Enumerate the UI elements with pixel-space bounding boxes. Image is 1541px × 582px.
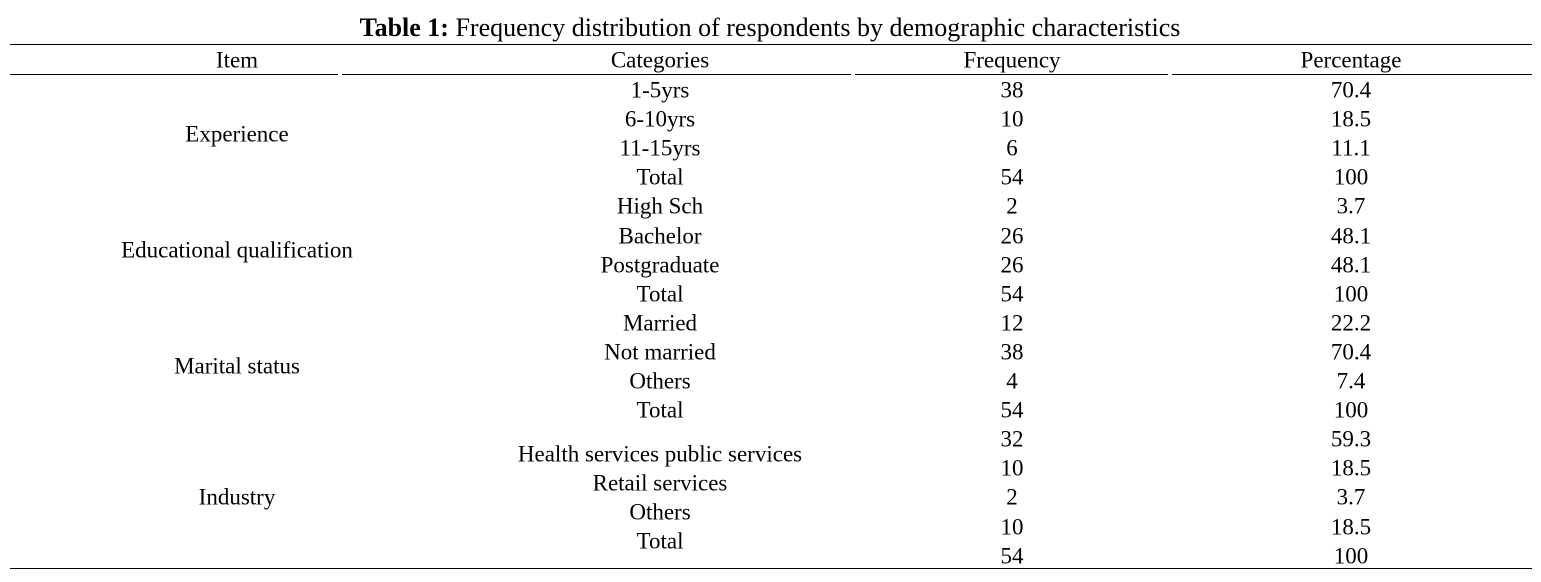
item-label: Industry [198,484,276,510]
header-rule [10,74,338,75]
category: Married [622,310,698,336]
percentage-cell: 59.3 [1330,426,1372,452]
percentage-cell: 100 [1333,397,1369,423]
percentage-cell: 3.7 [1336,484,1366,510]
category: Postgraduate [600,252,720,278]
percentage-cell: 18.5 [1330,106,1372,132]
title-label: Table 1: [359,13,449,42]
frequency-cell: 54 [1000,281,1024,307]
percentage-cell: 48.1 [1330,223,1372,248]
percentage-cell: 3.7 [1336,193,1366,219]
category: Total [636,281,684,307]
column-header: Percentage [1300,47,1402,73]
percentage-cell: 18.5 [1330,455,1372,481]
frequency-cell: 12 [1000,310,1024,336]
category: High Sch [616,193,704,219]
top-rule [10,44,1532,45]
item-label: Marital status [174,353,300,379]
table-title: Table 1: Frequency distribution of respo… [360,13,1181,43]
frequency-cell: 4 [1006,368,1018,394]
category: Total [636,164,684,190]
column-header: Frequency [963,47,1061,73]
category: Not married [604,339,716,365]
category: 11-15yrs [619,135,701,161]
frequency-cell: 2 [1006,193,1018,219]
frequency-cell: 10 [1000,514,1024,539]
category: 6-10yrs [624,106,696,132]
category: Health services public services [517,441,803,467]
frequency-cell: 26 [1000,223,1024,248]
header-rule [1172,74,1532,75]
category: Total [636,397,684,423]
frequency-cell: 10 [1000,455,1024,481]
category: Others [629,499,691,525]
frequency-cell: 38 [1000,339,1024,365]
frequency-cell: 54 [1000,164,1024,190]
frequency-cell: 2 [1006,484,1018,510]
title-text: Frequency distribution of respondents by… [455,13,1181,42]
percentage-cell: 100 [1333,543,1369,569]
percentage-cell: 100 [1333,281,1369,307]
frequency-cell: 26 [1000,252,1024,278]
frequency-cell: 54 [1000,397,1024,423]
header-rule [855,74,1168,75]
item-label: Experience [185,121,289,147]
percentage-cell: 18.5 [1330,514,1372,539]
percentage-cell: 11.1 [1331,135,1371,161]
frequency-cell: 6 [1006,135,1018,161]
percentage-cell: 22.2 [1330,310,1372,336]
header-rule [342,74,851,75]
percentage-cell: 48.1 [1330,252,1372,278]
category: Bachelor [618,223,702,248]
frequency-cell: 54 [1000,543,1024,569]
percentage-cell: 100 [1333,164,1369,190]
category: Total [636,528,684,554]
percentage-cell: 70.4 [1330,77,1372,103]
column-header: Item [215,47,259,73]
percentage-cell: 7.4 [1336,368,1366,394]
frequency-cell: 38 [1000,77,1024,103]
category: 1-5yrs [630,77,690,103]
percentage-cell: 70.4 [1330,339,1372,365]
frequency-cell: 10 [1000,106,1024,132]
item-label: Educational qualification [121,237,353,263]
bottom-rule [10,568,1532,569]
frequency-cell: 32 [1000,426,1024,452]
column-header: Categories [610,47,710,73]
category: Others [629,368,691,394]
category: Retail services [592,470,728,496]
